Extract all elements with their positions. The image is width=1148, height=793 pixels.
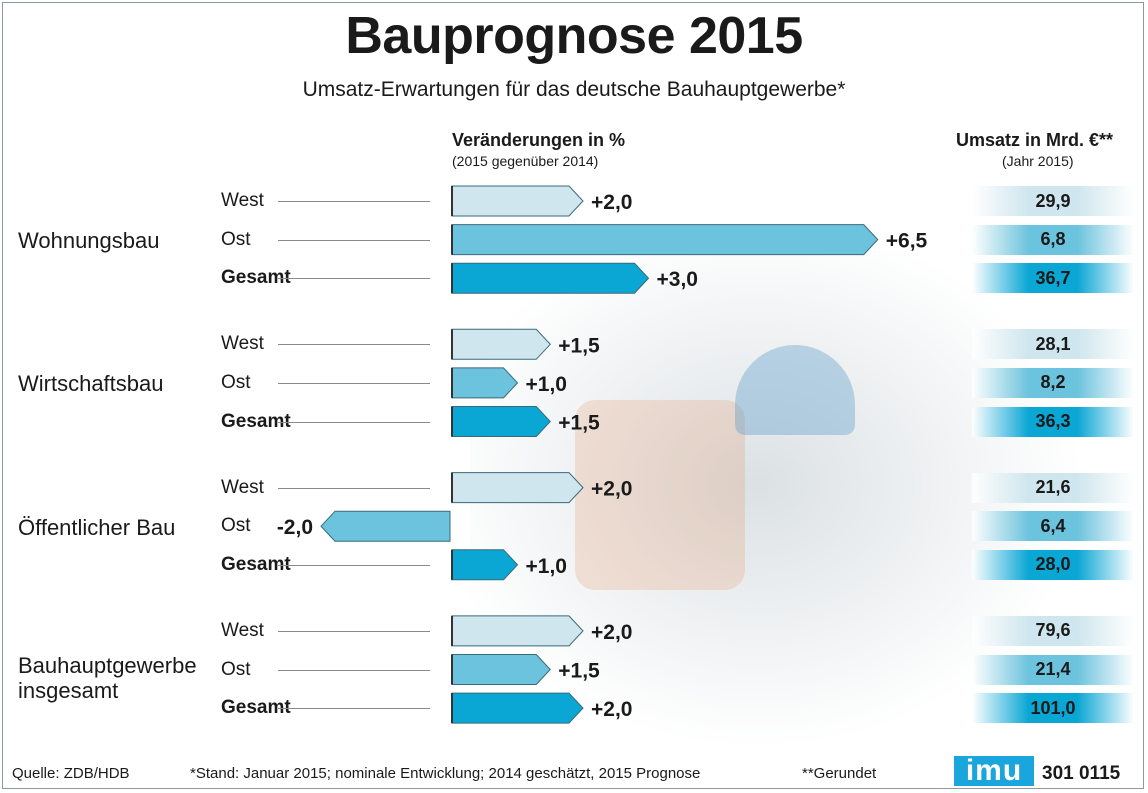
revenue-value: 29,9 [972,186,1134,216]
footer-rounded-note: **Gerundet [802,765,877,782]
revenue-value: 21,4 [972,654,1134,685]
bar-value-label: +1,0 [526,373,567,396]
row-label: West [221,333,264,355]
revenue-value: 8,2 [972,367,1134,398]
footer-source: Quelle: ZDB/HDB [12,765,130,782]
revenue-value: 36,7 [972,263,1134,294]
bar-value-label: +2,0 [591,478,632,501]
revenue-value: 28,1 [972,329,1134,360]
bar-value-label: +2,0 [591,191,632,214]
leader-line [278,344,430,346]
bar-gesamt [451,692,584,724]
bar-value-label: +1,0 [526,555,567,578]
change-column-header: Veränderungen in % [452,130,626,150]
bar-value-label: +1,5 [558,660,600,683]
category-label: Wohnungsbau [18,228,160,253]
bar-value-label: -2,0 [277,516,313,539]
bar-value-label: +2,0 [591,621,632,644]
bar-ost [320,510,451,542]
row-label: Ost [221,371,251,393]
leader-line [278,239,430,241]
leader-line [278,421,430,423]
bar-west [451,328,551,360]
revenue-value: 6,4 [972,511,1134,542]
revenue-value: 28,0 [972,549,1134,580]
bar-gesamt [451,262,650,294]
worker-vest-illustration [575,400,745,590]
category-label: Wirtschaftsbau [18,371,164,397]
row-label: Gesamt [221,553,291,575]
bar-ost [451,654,551,685]
leader-line [278,487,430,489]
leader-line [278,564,430,566]
row-label: West [221,190,264,211]
leader-line [278,278,430,280]
row-label: Ost [221,228,251,250]
revenue-column-header: Umsatz in Mrd. €** [956,130,1114,150]
bar-west [451,472,584,504]
leader-line [278,630,430,632]
leader-line [278,708,430,710]
revenue-value: 79,6 [972,615,1134,646]
revenue-value: 36,3 [972,406,1134,437]
bar-west [451,615,584,647]
footer-note: *Stand: Januar 2015; nominale Entwicklun… [190,765,701,782]
category-label: Öffentlicher Bau [18,514,176,540]
chart-title: Bauprognose 2015 [345,7,803,65]
bar-value-label: +3,0 [657,268,698,291]
leader-line [278,382,430,384]
revenue-value: 21,6 [972,472,1134,503]
row-label: West [221,619,264,641]
bar-value-label: +1,5 [558,412,600,435]
leader-line [278,201,430,202]
imu-logo: imu [954,754,1034,787]
bar-value-label: +2,0 [591,698,632,721]
chart-subtitle: Umsatz-Erwartungen für das deutsche Bauh… [302,78,846,101]
bar-value-label: +6,5 [886,230,928,253]
bar-ost [451,367,519,399]
graphic-code: 301 0115 [1042,763,1121,784]
bar-gesamt [451,406,551,437]
leader-line [278,669,430,671]
revenue-value: 101,0 [972,693,1134,724]
revenue-column-subheader: (Jahr 2015) [1002,153,1074,169]
row-label: Ost [221,515,251,537]
row-label: Gesamt [221,267,291,289]
category-label: Bauhauptgewerbe insgesamt [18,652,197,704]
row-label: Gesamt [221,697,291,719]
row-label: Gesamt [221,410,291,432]
hard-hat-illustration [735,345,855,435]
bar-gesamt [451,549,519,581]
revenue-value: 6,8 [972,224,1134,255]
bar-west [451,185,584,217]
row-label: West [221,476,264,498]
row-label: Ost [221,658,251,680]
bar-ost [451,224,879,256]
change-column-subheader: (2015 gegenüber 2014) [452,153,599,169]
bar-value-label: +1,5 [558,334,600,357]
